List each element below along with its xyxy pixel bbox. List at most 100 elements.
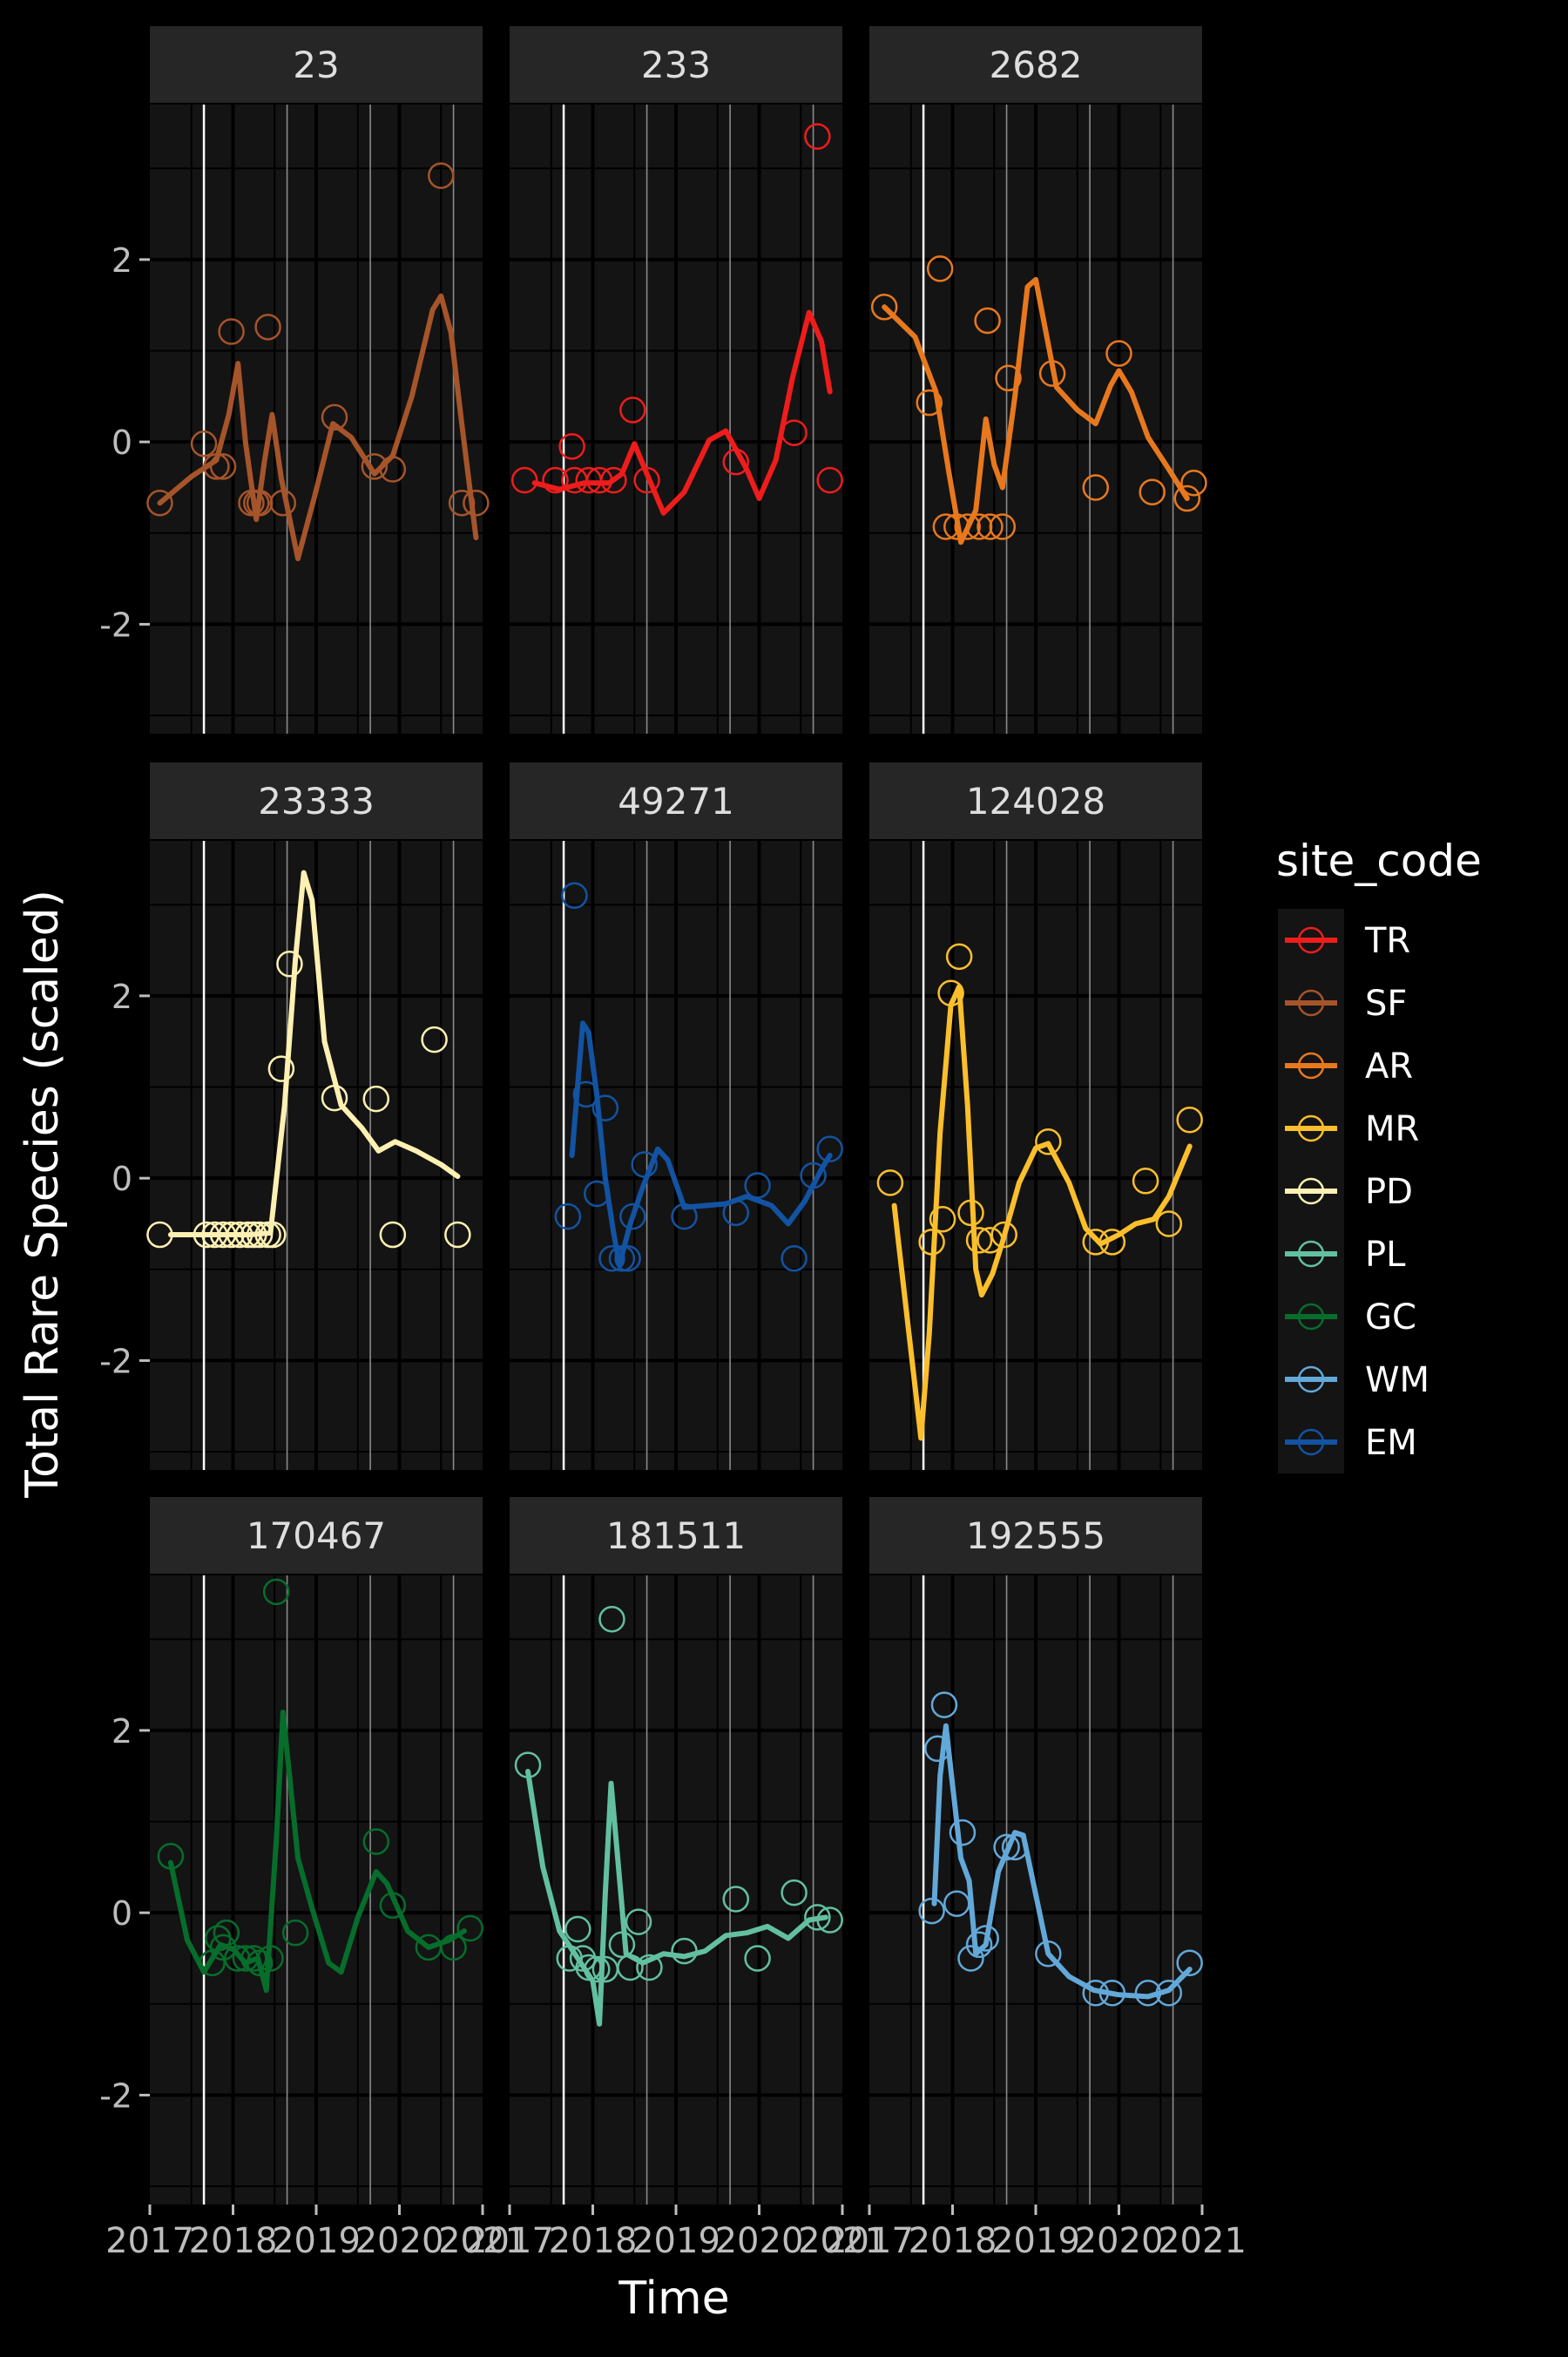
facet-strip-label: 233 [641, 44, 711, 86]
x-axis-title: Time [618, 2272, 729, 2325]
data-point [1035, 1940, 1062, 1968]
x-tick-label: 2019 [272, 2221, 361, 2261]
data-point [918, 1229, 945, 1256]
data-point [203, 453, 230, 480]
data-point [246, 1221, 274, 1249]
data-point [781, 1244, 808, 1272]
data-point [598, 1605, 625, 1633]
data-point [1139, 478, 1166, 505]
x-tick-label: 2017 [465, 2221, 554, 2261]
data-point [608, 1244, 636, 1272]
data-point [558, 433, 585, 460]
data-point [362, 1085, 390, 1113]
data-point [804, 123, 831, 150]
facet-strip-label: 23333 [258, 780, 375, 823]
facet-strip [869, 26, 1202, 103]
facet-strip-label: 124028 [966, 780, 1105, 823]
facet-strip [150, 1497, 483, 1574]
data-point [444, 1221, 471, 1249]
data-point [977, 1227, 1004, 1254]
data-point [625, 1908, 652, 1935]
data-point [633, 466, 660, 494]
data-point [585, 466, 613, 494]
facet-panel-23: 23 -2 0 2 [99, 26, 490, 734]
data-point [575, 1954, 602, 1981]
x-tick-label: 2019 [632, 2221, 720, 2261]
data-point [542, 466, 569, 494]
data-point [1132, 1168, 1159, 1195]
data-point [1176, 1949, 1203, 1976]
data-point [949, 1819, 977, 1846]
data-point [965, 1931, 993, 1959]
data-point [246, 490, 274, 517]
data-point [257, 1945, 284, 1972]
data-point [995, 364, 1022, 392]
legend-key-point [1297, 1240, 1325, 1268]
x-tick-label: 2018 [549, 2221, 638, 2261]
x-tick-label: 2017 [825, 2221, 914, 2261]
data-point [916, 389, 943, 417]
data-point [379, 1221, 407, 1249]
data-point [591, 1094, 619, 1121]
data-point [269, 490, 297, 517]
data-point [514, 1751, 542, 1778]
facet-strip-label: 2682 [990, 44, 1083, 86]
data-point [619, 396, 646, 423]
data-point [636, 1954, 663, 1981]
data-point [945, 943, 973, 971]
data-point [448, 490, 476, 517]
data-point [1098, 1979, 1126, 2007]
x-tick-label: 2018 [189, 2221, 278, 2261]
data-point [428, 162, 455, 189]
facet-strip-label: 192555 [966, 1514, 1105, 1557]
data-point [1155, 1210, 1183, 1237]
data-point [260, 1221, 287, 1249]
data-point [421, 1026, 448, 1053]
data-point [362, 1828, 390, 1855]
panels-layer: 23 -2 0 2 233 2682 23333 -2 0 2 49271 124028 170467 -… [99, 26, 1247, 2261]
data-point [1155, 1979, 1183, 2007]
legend-entry-label: WM [1365, 1360, 1429, 1400]
legend-title: site_code [1276, 836, 1482, 886]
data-point [972, 1925, 999, 1952]
data-point [781, 419, 808, 446]
x-tick-label: 2020 [1075, 2221, 1164, 2261]
legend-key-point [1297, 1114, 1325, 1142]
x-tick-label: 2018 [909, 2221, 997, 2261]
y-tick-label: -2 [99, 606, 132, 644]
legend-key-point [1297, 1365, 1325, 1393]
data-point [598, 1244, 625, 1272]
legend-key-point [1297, 1177, 1325, 1205]
data-point [619, 1202, 646, 1230]
data-point [876, 1169, 904, 1196]
x-tick-label: 2020 [355, 2221, 444, 2261]
facet-panel-124028: 124028 [869, 762, 1203, 1470]
data-point [722, 1199, 750, 1227]
legend: site_code TR SF AR MR PD PL GC WM EM [1276, 836, 1482, 1473]
data-point [722, 1886, 750, 1913]
facet-strip-label: 170467 [247, 1514, 386, 1557]
data-point [569, 1945, 597, 1972]
y-tick-label: 2 [112, 978, 132, 1016]
data-point [321, 1084, 348, 1112]
data-point [631, 1151, 658, 1178]
data-point [463, 490, 490, 517]
data-point [254, 314, 281, 341]
data-point [440, 1934, 467, 1961]
data-point [1082, 1229, 1110, 1256]
data-point [744, 1172, 771, 1199]
data-point [157, 1843, 185, 1870]
data-point [190, 430, 218, 457]
series-line-TR [531, 309, 833, 516]
data-point [281, 1919, 309, 1947]
facet-panel-23333: 23333 -2 0 2 [99, 762, 483, 1470]
data-point [965, 513, 993, 540]
data-point [321, 403, 348, 431]
series-line-SF [157, 293, 479, 562]
x-tick-label: 2019 [991, 2221, 1080, 2261]
facet-strip-label: 181511 [606, 1514, 746, 1557]
